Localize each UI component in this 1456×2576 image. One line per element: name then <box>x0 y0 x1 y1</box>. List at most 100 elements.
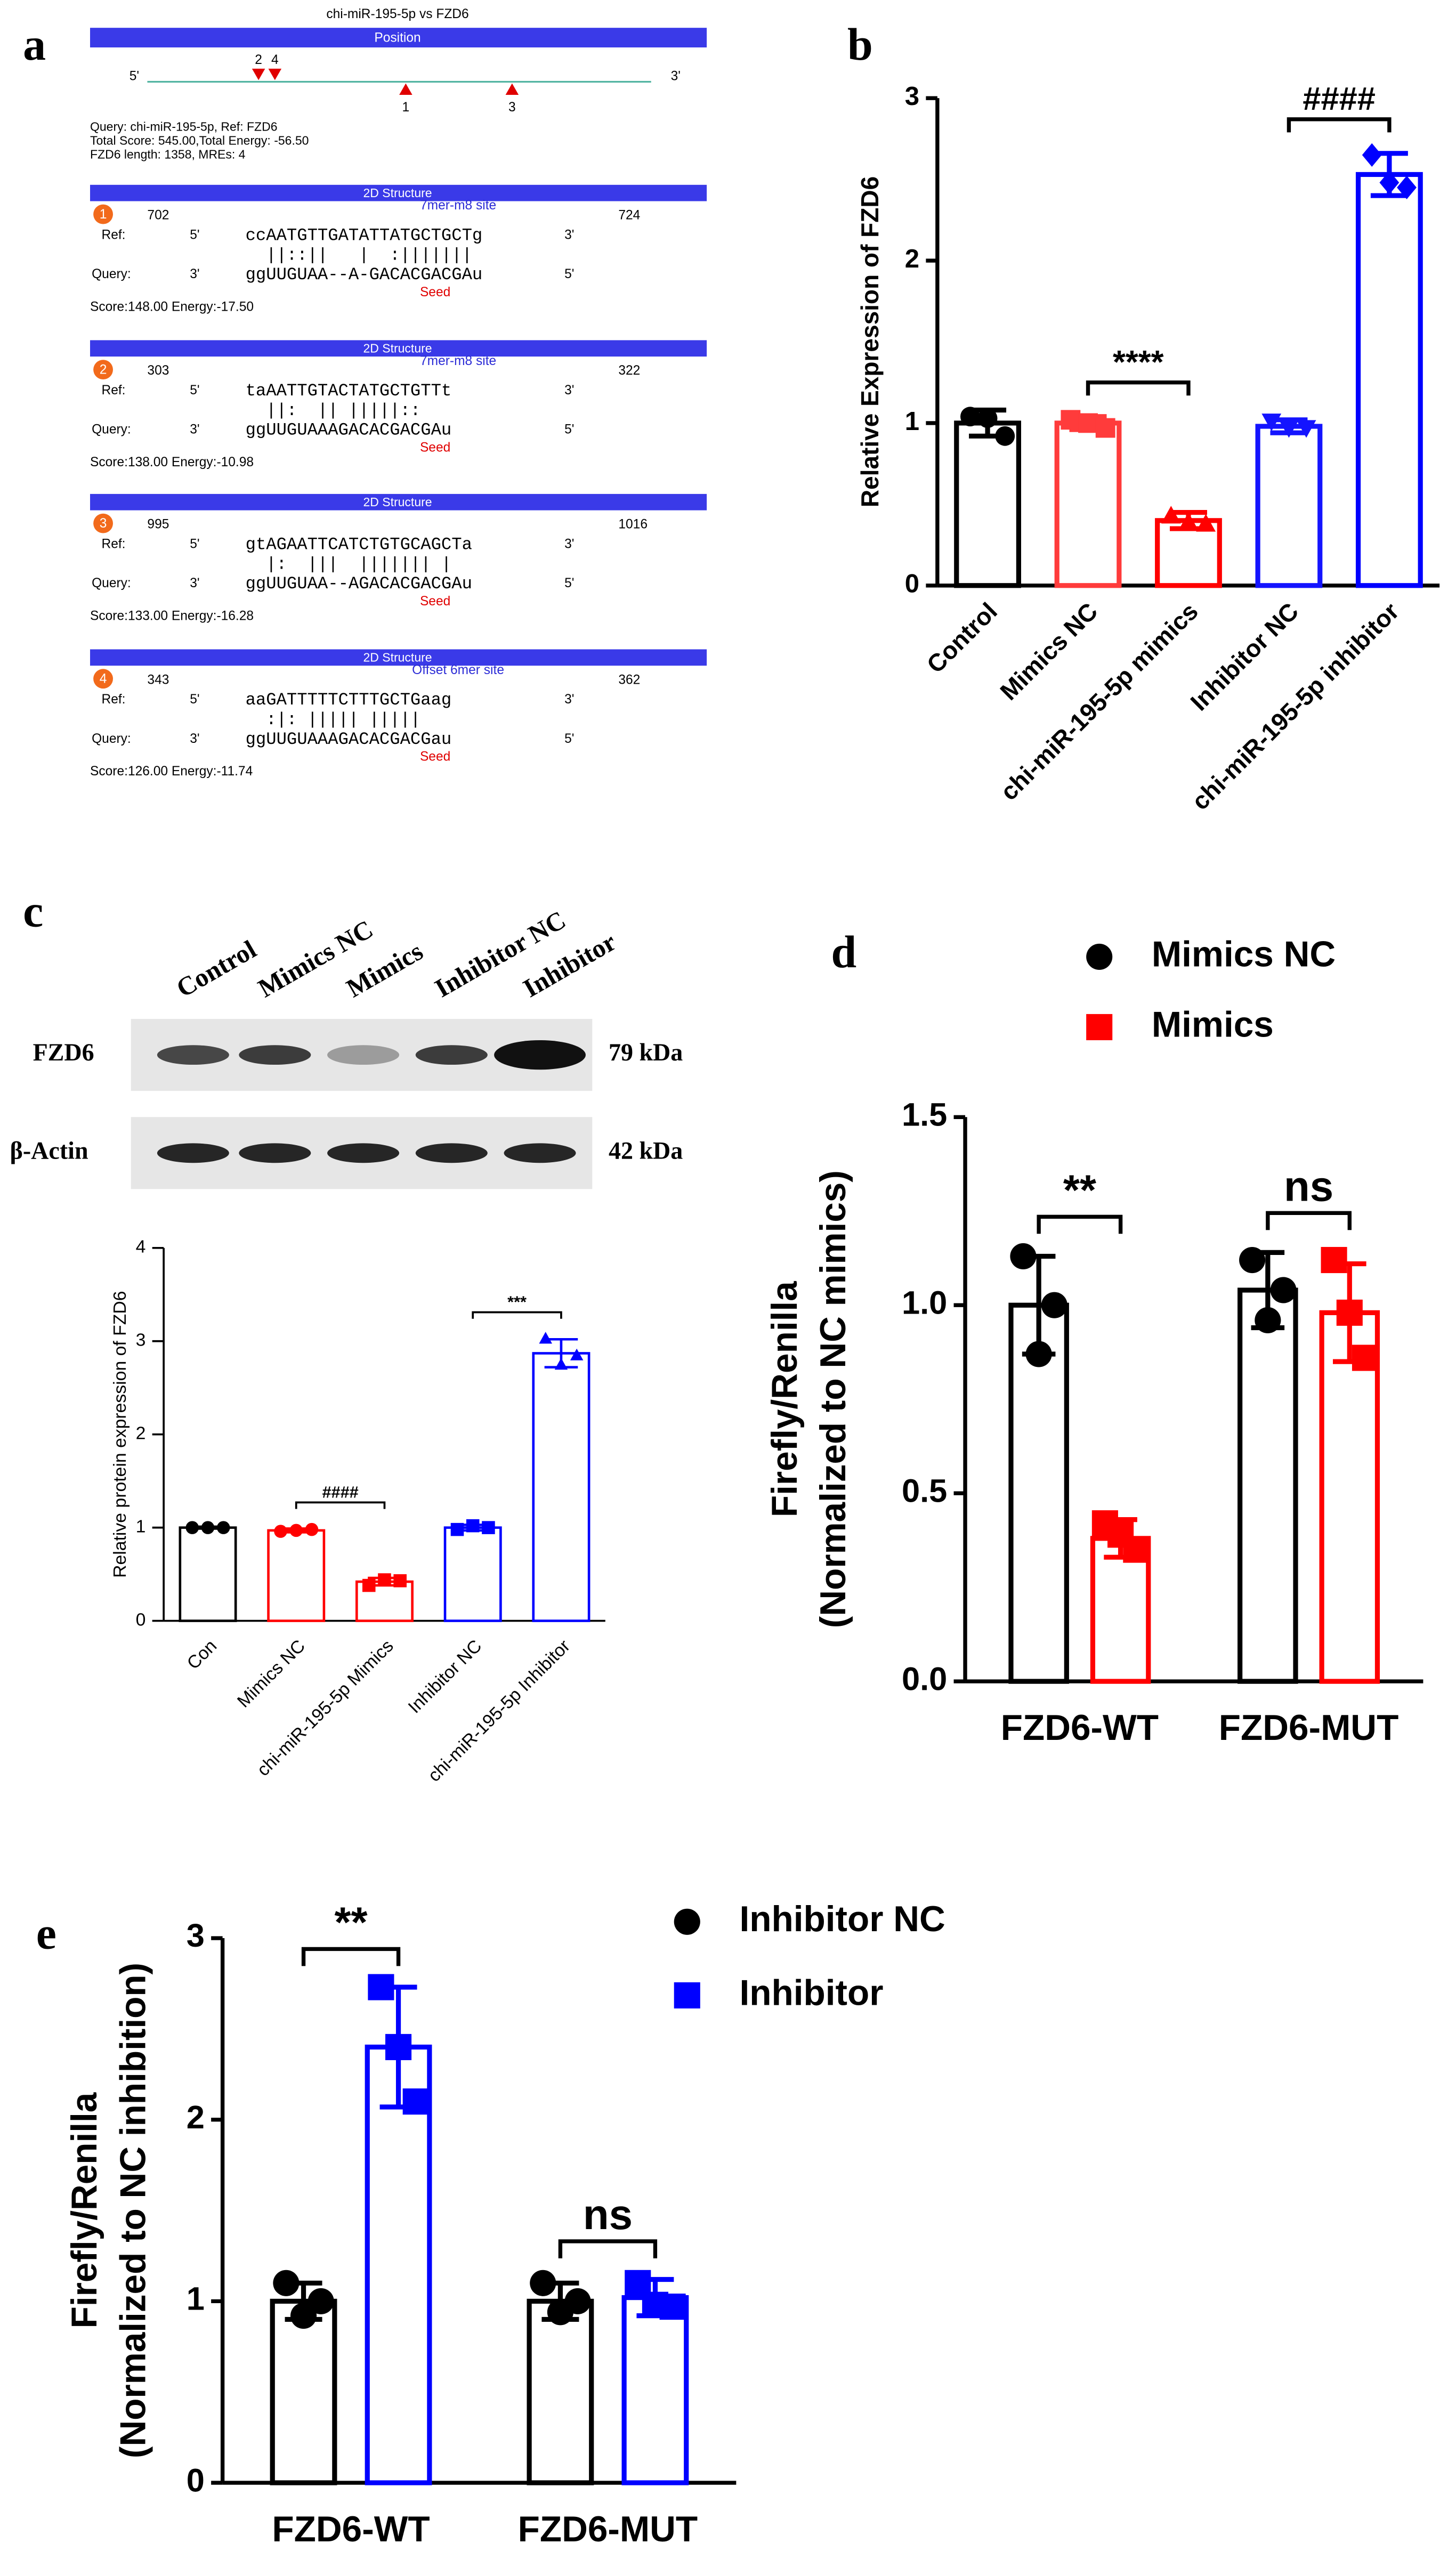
significance-label: ns <box>1284 1162 1333 1210</box>
end-label: 5' <box>130 69 139 84</box>
y-axis-label: Firefly/Renilla <box>765 1281 805 1517</box>
data-point <box>368 1974 394 2000</box>
legend-marker <box>674 1908 700 1935</box>
header-bar <box>90 340 707 357</box>
score-line: Score:126.00 Energy:-11.74 <box>90 764 253 779</box>
end-label: 5' <box>190 383 199 398</box>
legend-label: Mimics NC <box>1152 934 1336 974</box>
data-point <box>273 2270 300 2296</box>
end-label: 3' <box>564 228 574 242</box>
header-text: 2D Structure <box>363 341 432 355</box>
pairing: ||: || |||||:: <box>246 401 421 420</box>
x-tick-label: FZD6-WT <box>1001 1708 1159 1748</box>
header-text: 2D Structure <box>363 495 432 509</box>
blot-band <box>239 1143 311 1163</box>
site-start: 303 <box>147 363 169 378</box>
pairing: :|: ||||| ||||| <box>246 710 421 730</box>
legend-label: Inhibitor <box>739 1973 883 2013</box>
seed-label: Seed <box>420 750 450 764</box>
bar <box>1054 420 1122 588</box>
ref-sequence: ccAATGTTGATATTATGCTGCTg <box>246 225 483 245</box>
data-point <box>539 1332 552 1344</box>
data-point <box>554 1358 568 1370</box>
data-point <box>1397 175 1417 199</box>
y-tick-label: 1.0 <box>902 1284 947 1321</box>
end-label: 3' <box>564 692 574 707</box>
header-bar <box>90 184 707 201</box>
end-label: 3' <box>671 69 681 84</box>
data-point <box>1362 143 1382 167</box>
significance-label: #### <box>1303 80 1376 117</box>
site-label: 1 <box>402 100 410 115</box>
panel-letter: d <box>831 926 856 977</box>
end-label: 3' <box>190 732 199 746</box>
ref-label: Ref: <box>101 228 125 242</box>
panel-letter: b <box>847 19 873 70</box>
score-line: Score:133.00 Energy:-16.28 <box>90 609 254 623</box>
y-tick-label: 1.5 <box>902 1096 947 1133</box>
data-point <box>1239 1246 1266 1274</box>
score-line: Score:148.00 Energy:-17.50 <box>90 299 254 314</box>
data-point <box>1123 1536 1150 1563</box>
header-text: Position <box>374 31 420 45</box>
number-badge <box>93 513 113 533</box>
query-sequence: ggUUGUAAAGACACGACGau <box>246 730 452 749</box>
site-label: 3 <box>508 100 516 115</box>
end-label: 3' <box>190 576 199 590</box>
y-axis-label: Relative Expression of FZD6 <box>856 176 884 507</box>
y-tick-label: 3 <box>905 82 919 111</box>
query-label: Query: <box>92 732 131 746</box>
site-end: 362 <box>618 673 640 687</box>
x-tick-label: FZD6-MUT <box>518 2509 698 2549</box>
significance-bracket <box>472 1311 562 1319</box>
end-label: 5' <box>190 692 199 707</box>
bar <box>443 1526 502 1622</box>
number-text: 2 <box>100 363 107 377</box>
site-marker <box>252 68 265 80</box>
ref-sequence: taAATTGTACTATGCTGTTt <box>246 381 452 401</box>
data-point <box>290 2303 317 2329</box>
info-line: Query: chi-miR-195-5p, Ref: FZD6 <box>90 119 277 133</box>
panel-letter: a <box>23 19 46 70</box>
bar <box>1355 172 1423 588</box>
significance-label: **** <box>1113 344 1164 380</box>
y-tick-label: 0 <box>136 1610 146 1630</box>
y-tick-label: 2 <box>136 1423 146 1444</box>
bar <box>527 2298 594 2485</box>
bar <box>1319 1310 1380 1684</box>
data-point <box>1196 514 1216 532</box>
bar <box>1008 1302 1069 1684</box>
significance-label: ** <box>1063 1167 1096 1214</box>
number-text: 4 <box>100 672 107 686</box>
data-point <box>530 2270 556 2296</box>
y-tick-label: 3 <box>136 1330 146 1350</box>
panel-letter: c <box>23 885 43 936</box>
blot-band <box>415 1045 488 1065</box>
protein-name: FZD6 <box>33 1039 94 1066</box>
number-badge <box>93 204 113 224</box>
query-sequence: ggUUGUAAAGACACGACGAu <box>246 420 452 440</box>
data-point <box>1270 1277 1297 1303</box>
end-label: 5' <box>190 228 199 242</box>
data-point <box>482 1521 495 1534</box>
end-label: 3' <box>190 423 199 437</box>
legend-marker <box>1086 1014 1113 1041</box>
protein-name: β-Actin <box>10 1137 88 1164</box>
y-tick-label: 1 <box>905 407 919 436</box>
significance-label: ** <box>334 1899 367 1946</box>
data-point <box>1255 1307 1281 1334</box>
bar <box>532 1352 591 1622</box>
site-label: 2 <box>255 53 262 67</box>
ref-label: Ref: <box>101 383 125 398</box>
pairing: ||::|| | :||||||| <box>246 245 472 265</box>
data-point <box>1010 1243 1037 1270</box>
site-type: 7mer-m8 site <box>420 354 496 368</box>
info-line: FZD6 length: 1358, MREs: 4 <box>90 148 246 161</box>
bar <box>270 2298 337 2485</box>
data-point <box>570 1348 584 1360</box>
data-point <box>977 408 998 428</box>
data-point <box>995 426 1015 446</box>
y-tick-label: 0 <box>187 2462 205 2499</box>
